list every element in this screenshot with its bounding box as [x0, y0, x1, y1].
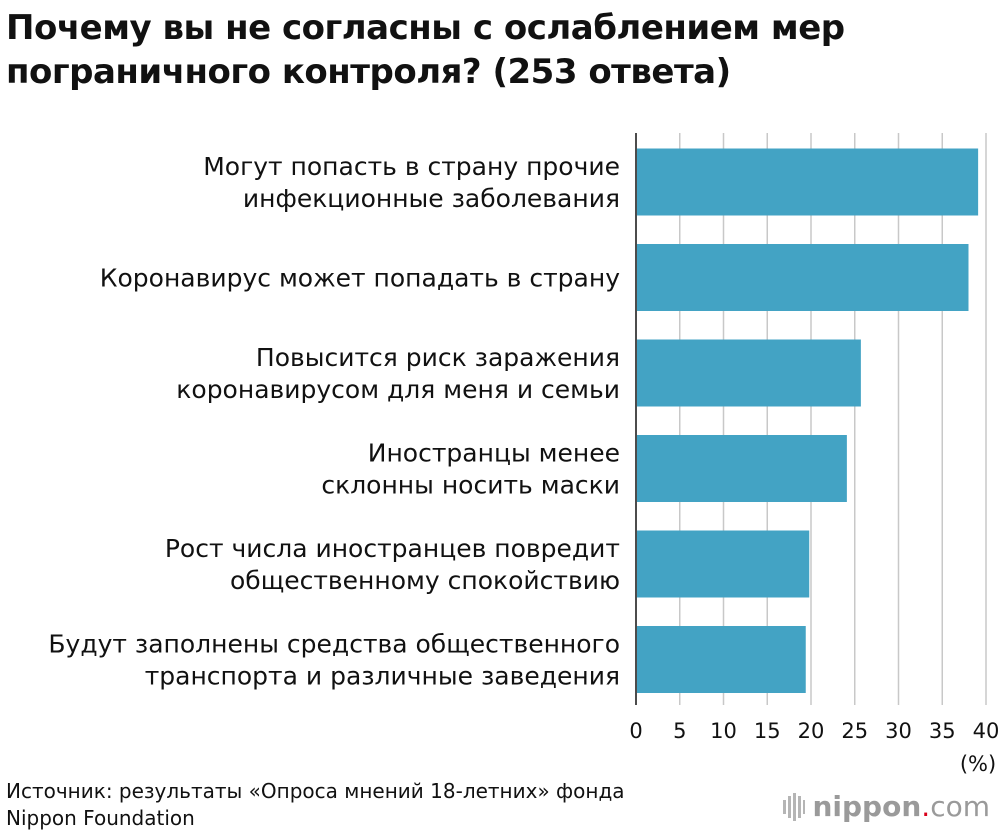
category-label-6-line-1: Будут заполнены средства общественного	[48, 630, 620, 659]
x-tick-label-20: 20	[798, 719, 825, 743]
source-note: Источник: результаты «Опроса мнений 18-л…	[6, 778, 625, 832]
category-label-4-line-2: склонны носить маски	[321, 471, 620, 500]
nippon-logo-icon	[783, 792, 806, 821]
x-unit-label: (%)	[960, 752, 996, 776]
chart-title-line-1: Почему вы не согласны с ослаблением мер	[6, 8, 845, 48]
category-label-4-line-1: Иностранцы менее	[368, 439, 620, 468]
chart-title: Почему вы не согласны с ослаблением мер …	[6, 6, 986, 94]
logo-brand: nippon	[812, 790, 922, 823]
grid-lines	[679, 133, 987, 705]
source-line-1: Источник: результаты «Опроса мнений 18-л…	[6, 779, 625, 803]
nippon-logo: nippon.com	[782, 790, 990, 823]
category-label-3-line-2: коронавирусом для меня и семьи	[176, 375, 620, 404]
category-label-1-line-1: Могут попасть в страну прочие	[203, 152, 620, 181]
category-label-1-line-2: инфекционные заболевания	[243, 184, 620, 213]
bars	[637, 148, 979, 693]
logo-tld: com	[930, 790, 990, 823]
bar-1	[637, 148, 979, 216]
category-label-3-line-1: Повысится риск заражения	[256, 343, 620, 372]
source-line-2: Nippon Foundation	[6, 806, 195, 830]
category-label-5-line-1: Рост числа иностранцев повредит	[165, 534, 620, 563]
bar-4	[637, 435, 847, 502]
logo-dot: .	[921, 790, 931, 823]
chart-title-line-2: пограничного контроля? (253 ответа)	[6, 52, 731, 92]
x-tick-label-15: 15	[754, 719, 781, 743]
x-tick-label-35: 35	[929, 719, 956, 743]
bar-2	[637, 244, 969, 311]
bar-3	[637, 339, 861, 407]
bar-6	[637, 626, 806, 693]
category-label-6-line-2: транспорта и различные заведения	[145, 662, 620, 691]
x-tick-label-25: 25	[841, 719, 868, 743]
category-label-2-line-1: Коронавирус может попадать в страну	[100, 264, 620, 293]
category-label-5-line-2: общественному спокойствию	[230, 566, 620, 595]
bar-5	[637, 530, 810, 598]
x-tick-label-30: 30	[885, 719, 912, 743]
category-labels: Могут попасть в страну прочие инфекционны…	[48, 152, 620, 691]
x-tick-label-40: 40	[973, 719, 1000, 743]
x-axis: 0 5 10 15 20 25 30 35 40 (%)	[629, 133, 999, 776]
x-tick-label-5: 5	[673, 719, 686, 743]
x-tick-label-10: 10	[710, 719, 737, 743]
x-tick-label-0: 0	[629, 719, 642, 743]
